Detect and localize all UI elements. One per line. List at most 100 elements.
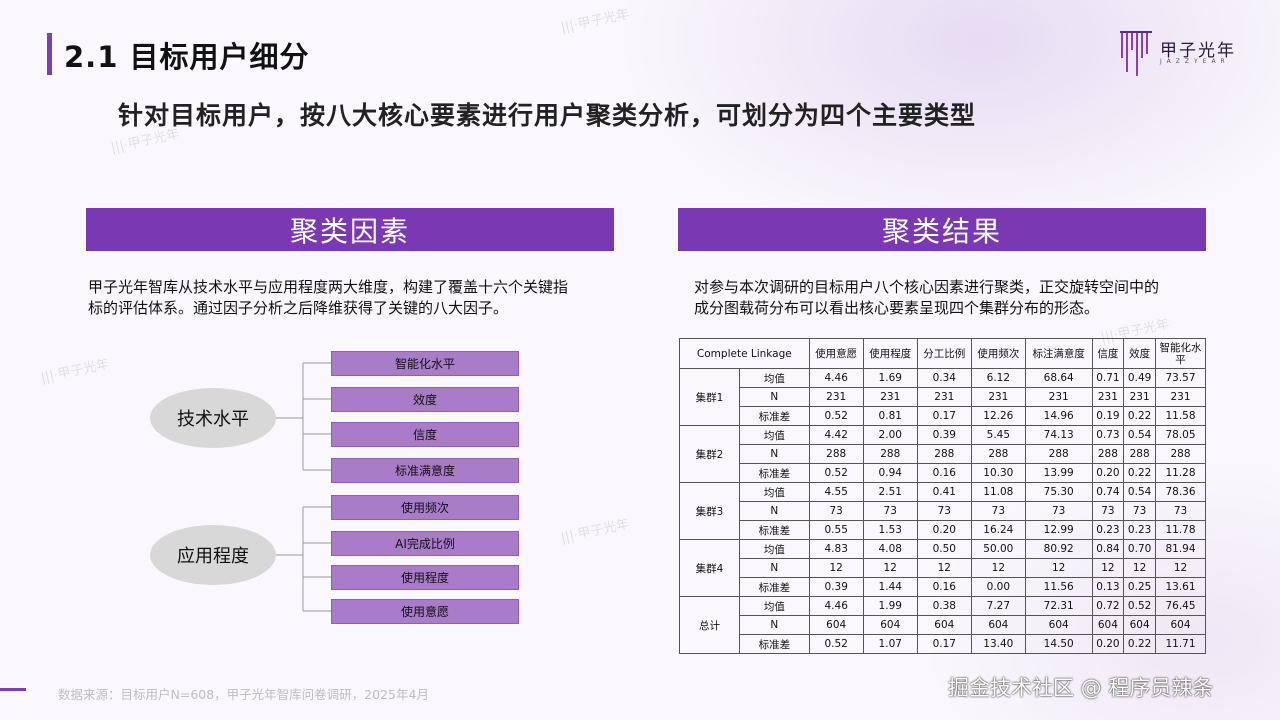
- stat-label-cell: 均值: [739, 368, 810, 388]
- table-cell: 73: [1091, 501, 1125, 521]
- table-cell: 0.25: [1123, 577, 1156, 597]
- table-cell: 0.34: [916, 368, 972, 388]
- table-cell: 14.50: [1024, 634, 1093, 654]
- stat-label-cell: 均值: [739, 539, 810, 559]
- stat-label-cell: 均值: [739, 596, 810, 616]
- desc-line: 甲子光年智库从技术水平与应用程度两大维度，构建了覆盖十六个关键指: [88, 278, 569, 296]
- brand-logo-icon: [1120, 31, 1152, 76]
- cluster-group-cell: 总计: [679, 596, 740, 654]
- data-source-note: 数据来源：目标用户N=608，甲子光年智库问卷调研，2025年4月: [58, 687, 429, 702]
- table-row: N 604 604 604 604 604 604 604 604: [680, 615, 1206, 635]
- stat-label-cell: 均值: [739, 482, 810, 502]
- table-row: 集群1 均值 4.46 1.69 0.34 6.12 68.64 0.71 0.49 73.57: [679, 368, 1206, 426]
- cluster-group-cell: 集群4: [679, 539, 740, 597]
- table-cell: 0.17: [916, 634, 972, 654]
- table-cell: 12: [1123, 558, 1156, 578]
- table-cell: 604: [1091, 615, 1125, 635]
- table-cell: 0.17: [916, 406, 972, 426]
- stat-label-cell: 标准差: [739, 634, 810, 654]
- table-body: 集群1 均值 4.46 1.69 0.34 6.12 68.64 0.71 0.49 73.57 N…: [679, 368, 1206, 654]
- table-cell: 4.46: [808, 368, 864, 388]
- table-cell: 2.00: [862, 425, 918, 445]
- table-cell: 0.38: [916, 596, 972, 616]
- table-cell: 6.12: [970, 368, 1026, 388]
- factor-box: AI完成比例: [331, 531, 519, 556]
- table-cell: 73: [862, 501, 918, 521]
- title-accent-bar: [47, 33, 52, 75]
- table-cell: 5.45: [970, 425, 1026, 445]
- table-row: 标准差 0.52 0.94 0.16 10.30 13.99 0.20 0.22 11.28: [680, 463, 1206, 483]
- table-cell: 1.53: [862, 520, 918, 540]
- table-cell: 604: [1155, 615, 1206, 635]
- table-cell: 68.64: [1024, 368, 1093, 388]
- table-cell: 288: [1024, 444, 1093, 464]
- table-cell: 1.07: [862, 634, 918, 654]
- table-cell: 231: [862, 387, 918, 407]
- table-row: N 12 12 12 12 12 12 12 12: [680, 558, 1206, 578]
- table-cell: 73: [1155, 501, 1206, 521]
- table-cell: 4.46: [808, 596, 864, 616]
- table-cell: 604: [808, 615, 864, 635]
- table-cell: 0.41: [916, 482, 972, 502]
- table-cell: 73: [808, 501, 864, 521]
- table-cell: 288: [1091, 444, 1125, 464]
- table-cell: 78.05: [1155, 425, 1206, 445]
- table-cell: 0.20: [1091, 634, 1125, 654]
- table-row: 标准差 0.52 0.81 0.17 12.26 14.96 0.19 0.22 11.58: [680, 406, 1206, 426]
- table-cell: 0.49: [1123, 368, 1156, 388]
- cluster-group-cell: 集群1: [679, 368, 740, 426]
- table-cell: 0.22: [1123, 463, 1156, 483]
- stat-label-cell: N: [739, 387, 810, 407]
- table-row: N 73 73 73 73 73 73 73 73: [680, 501, 1206, 521]
- table-cell: 4.55: [808, 482, 864, 502]
- table-cell: 0.23: [1091, 520, 1125, 540]
- table-header-row: Complete Linkage 使用意愿 使用程度 分工比例 使用频次 标注满…: [679, 338, 1206, 369]
- stat-label-cell: N: [739, 558, 810, 578]
- table-cell: 0.13: [1091, 577, 1125, 597]
- table-cell: 0.72: [1091, 596, 1125, 616]
- table-row: 总计 均值 4.46 1.99 0.38 7.27 72.31 0.72 0.52 76.45: [679, 596, 1206, 654]
- table-cell: 288: [808, 444, 864, 464]
- dimension-tech-level: 技术水平: [150, 388, 276, 448]
- table-cell: 78.36: [1155, 482, 1206, 502]
- cluster-group-cell: 集群2: [679, 425, 740, 483]
- table-cell: 4.08: [862, 539, 918, 559]
- table-cell: 231: [1024, 387, 1093, 407]
- table-cell: 0.52: [1123, 596, 1156, 616]
- table-cell: 0.70: [1123, 539, 1156, 559]
- table-cell: 0.22: [1123, 406, 1156, 426]
- table-cell: 10.30: [970, 463, 1026, 483]
- table-cell: 0.71: [1091, 368, 1125, 388]
- table-cell: 288: [916, 444, 972, 464]
- table-cell: 2.51: [862, 482, 918, 502]
- table-row: 集群3 均值 4.55 2.51 0.41 11.08 75.30 0.74 0.54 78.36: [679, 482, 1206, 540]
- stat-label-cell: N: [739, 444, 810, 464]
- desc-line: 标的评估体系。通过因子分析之后降维获得了关键的八大因子。: [88, 299, 509, 317]
- table-cell: 73.57: [1155, 368, 1206, 388]
- table-cell: 231: [916, 387, 972, 407]
- table-cell: 76.45: [1155, 596, 1206, 616]
- table-cell: 0.54: [1123, 425, 1156, 445]
- table-cell: 0.94: [862, 463, 918, 483]
- table-row: 标准差 0.39 1.44 0.16 0.00 11.56 0.13 0.25 13.61: [680, 577, 1206, 597]
- table-cell: 0.73: [1091, 425, 1125, 445]
- table-cell: 11.71: [1155, 634, 1206, 654]
- table-row: 集群4 均值 4.83 4.08 0.50 50.00 80.92 0.84 0.70 81.94: [679, 539, 1206, 597]
- table-cell: 12: [1024, 558, 1093, 578]
- table-cell: 7.27: [970, 596, 1026, 616]
- table-row: N 288 288 288 288 288 288 288 288: [680, 444, 1206, 464]
- table-cell: 12: [1091, 558, 1125, 578]
- table-cell: 0.52: [808, 406, 864, 426]
- table-cell: 16.24: [970, 520, 1026, 540]
- table-cell: 11.78: [1155, 520, 1206, 540]
- stat-label-cell: 标准差: [739, 463, 810, 483]
- table-cell: 12.99: [1024, 520, 1093, 540]
- table-cell: 4.42: [808, 425, 864, 445]
- table-cell: 11.58: [1155, 406, 1206, 426]
- table-cell: 0.50: [916, 539, 972, 559]
- table-cell: 73: [1123, 501, 1156, 521]
- stat-label-cell: N: [739, 501, 810, 521]
- table-cell: 81.94: [1155, 539, 1206, 559]
- column-header: 使用频次: [970, 338, 1026, 369]
